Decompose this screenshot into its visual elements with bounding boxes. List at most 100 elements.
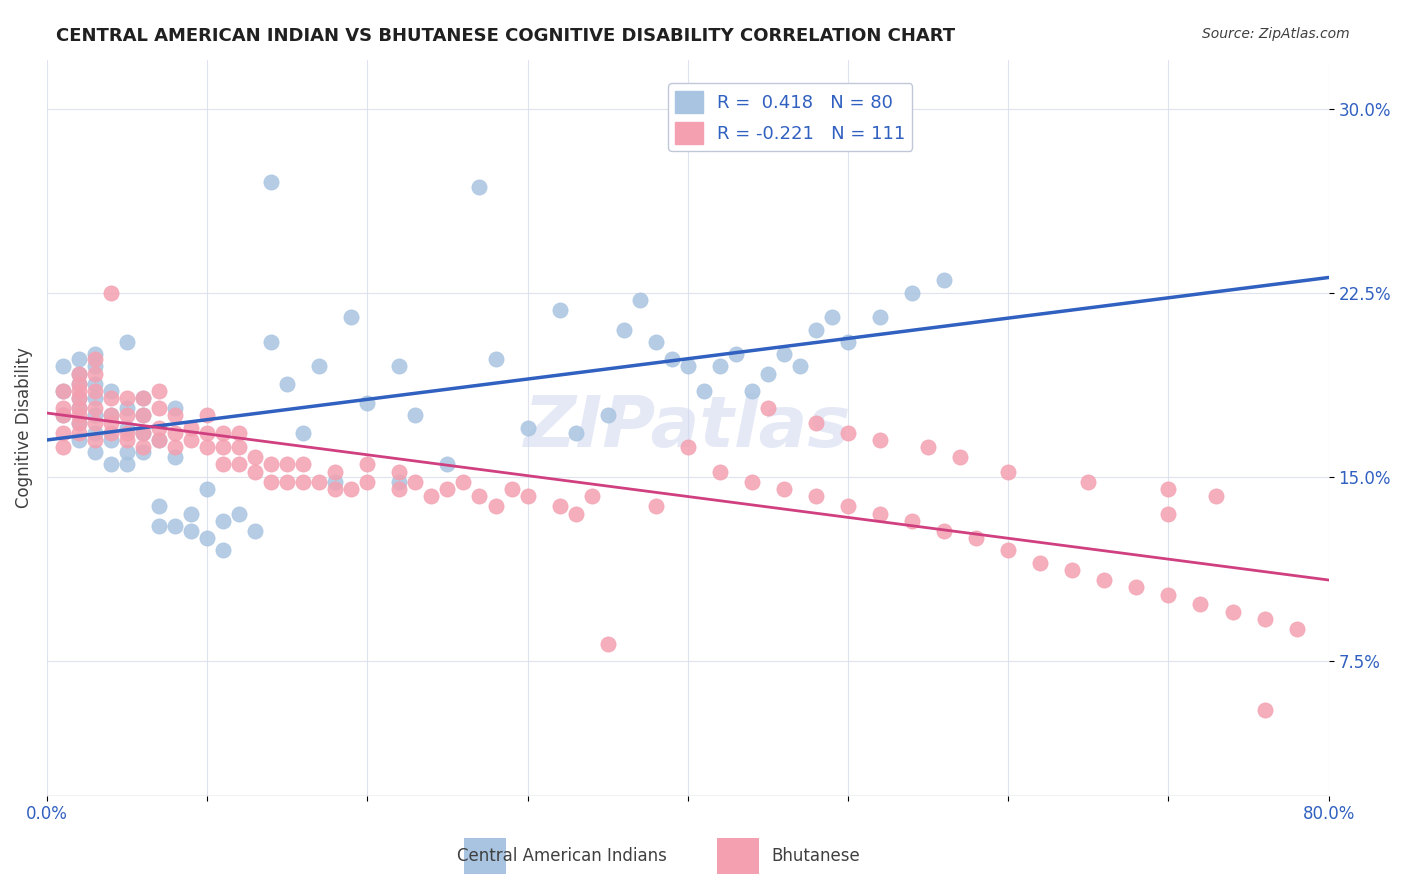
- Point: [67, 401, 90, 415]
- Point: [404, 409, 426, 423]
- Point: [115, 420, 138, 434]
- Point: [100, 425, 122, 440]
- Point: [709, 465, 731, 479]
- Text: Central American Indians: Central American Indians: [457, 847, 668, 865]
- Point: [741, 475, 763, 489]
- Point: [148, 420, 170, 434]
- Point: [84, 347, 107, 361]
- Point: [100, 433, 122, 447]
- Point: [260, 175, 283, 189]
- Point: [356, 475, 378, 489]
- Point: [388, 482, 411, 496]
- Point: [212, 543, 235, 558]
- Point: [628, 293, 651, 307]
- Point: [676, 440, 699, 454]
- Point: [84, 401, 107, 415]
- Point: [165, 450, 187, 464]
- Point: [693, 384, 716, 398]
- Point: [260, 475, 283, 489]
- Text: Source: ZipAtlas.com: Source: ZipAtlas.com: [1202, 27, 1350, 41]
- Point: [52, 384, 75, 398]
- Text: Bhutanese: Bhutanese: [770, 847, 860, 865]
- Point: [84, 376, 107, 391]
- Point: [1253, 703, 1275, 717]
- Point: [67, 376, 90, 391]
- Point: [67, 367, 90, 381]
- Point: [212, 458, 235, 472]
- Point: [243, 450, 266, 464]
- Point: [115, 445, 138, 459]
- Point: [949, 450, 972, 464]
- Point: [67, 384, 90, 398]
- Point: [917, 440, 939, 454]
- Point: [997, 465, 1019, 479]
- Point: [548, 302, 571, 317]
- Point: [180, 524, 202, 538]
- Point: [340, 482, 363, 496]
- Point: [115, 334, 138, 349]
- Point: [228, 425, 250, 440]
- Point: [516, 489, 538, 503]
- Point: [564, 507, 586, 521]
- Point: [67, 416, 90, 430]
- Point: [52, 409, 75, 423]
- Point: [67, 351, 90, 366]
- Point: [148, 384, 170, 398]
- Point: [804, 322, 827, 336]
- Point: [52, 359, 75, 374]
- Point: [709, 359, 731, 374]
- Point: [67, 376, 90, 391]
- Point: [100, 391, 122, 405]
- Point: [212, 440, 235, 454]
- Point: [115, 458, 138, 472]
- Point: [436, 458, 458, 472]
- Point: [84, 351, 107, 366]
- Point: [228, 440, 250, 454]
- Point: [501, 482, 523, 496]
- Point: [195, 482, 218, 496]
- Point: [165, 401, 187, 415]
- Point: [1029, 556, 1052, 570]
- Point: [724, 347, 747, 361]
- Point: [276, 458, 298, 472]
- Point: [340, 310, 363, 325]
- Point: [997, 543, 1019, 558]
- Point: [292, 475, 315, 489]
- Point: [420, 489, 443, 503]
- Point: [1092, 573, 1115, 587]
- Point: [243, 524, 266, 538]
- Point: [115, 391, 138, 405]
- Point: [67, 391, 90, 405]
- Point: [1157, 482, 1180, 496]
- Point: [292, 425, 315, 440]
- Point: [276, 376, 298, 391]
- Point: [1157, 507, 1180, 521]
- Point: [1062, 563, 1084, 577]
- Point: [453, 475, 475, 489]
- Point: [436, 482, 458, 496]
- Point: [100, 409, 122, 423]
- Point: [1077, 475, 1099, 489]
- Point: [869, 507, 891, 521]
- Point: [52, 409, 75, 423]
- Point: [821, 310, 844, 325]
- Point: [869, 310, 891, 325]
- Point: [148, 401, 170, 415]
- Point: [148, 518, 170, 533]
- Point: [756, 367, 779, 381]
- Point: [1205, 489, 1227, 503]
- Point: [115, 401, 138, 415]
- Point: [388, 465, 411, 479]
- Point: [260, 334, 283, 349]
- Point: [323, 465, 346, 479]
- Point: [789, 359, 811, 374]
- Point: [564, 425, 586, 440]
- Point: [388, 475, 411, 489]
- Point: [100, 285, 122, 300]
- Point: [165, 518, 187, 533]
- Point: [100, 458, 122, 472]
- Point: [195, 409, 218, 423]
- Point: [901, 285, 924, 300]
- Point: [548, 499, 571, 513]
- Point: [644, 334, 666, 349]
